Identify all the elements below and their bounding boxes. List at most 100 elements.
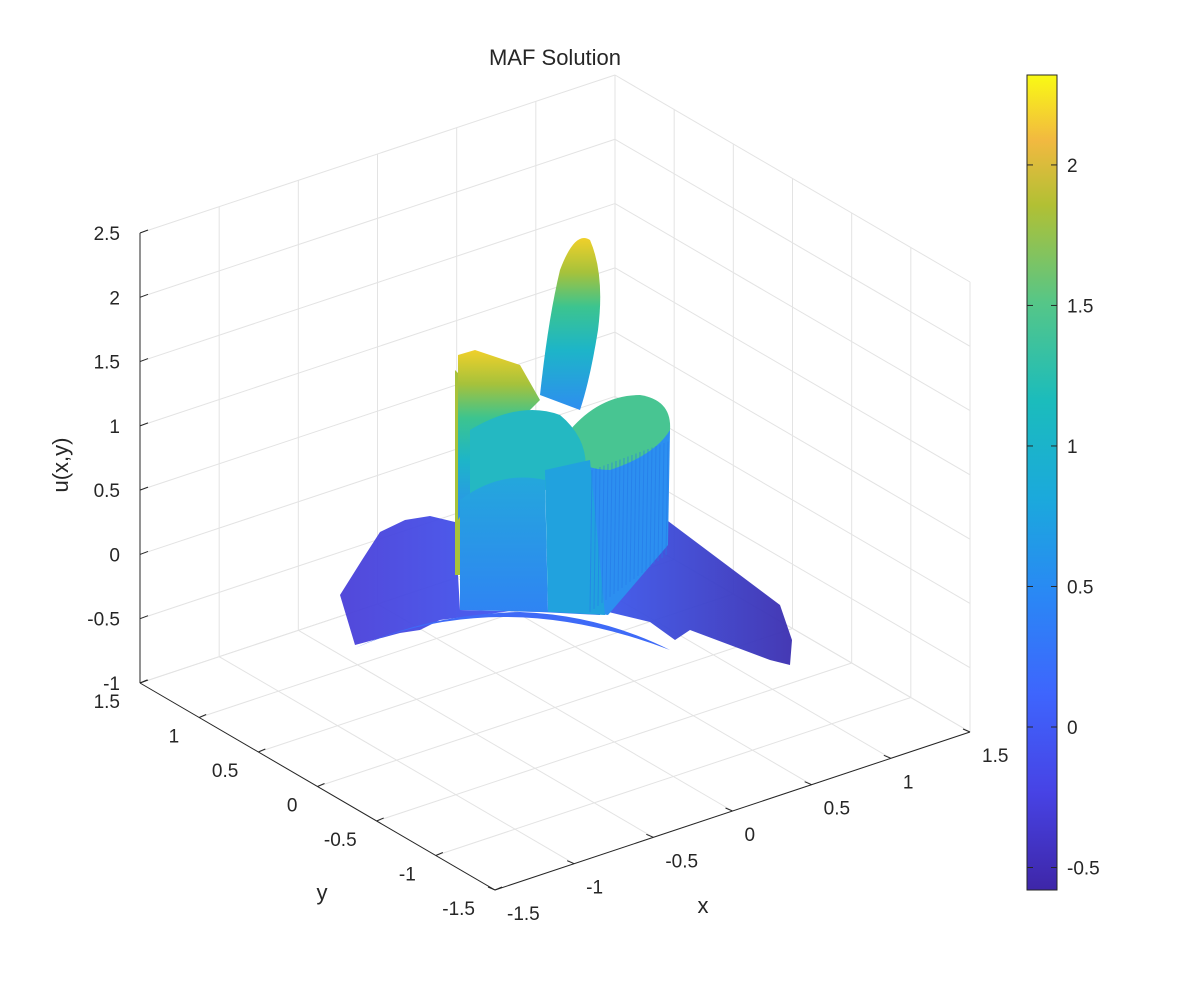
surface-mesh-line [633, 453, 637, 580]
y-tick-mark [139, 679, 148, 684]
surface-base-arms [340, 470, 792, 665]
surface-petal-right [570, 395, 671, 470]
z-tick-mark [139, 422, 149, 427]
x-tick-label: -1 [586, 878, 603, 899]
z-tick-mark [139, 229, 149, 234]
colorbar-tick-label: 2 [1067, 156, 1078, 177]
x-tick-mark [883, 754, 892, 759]
surface-mesh-line [601, 465, 605, 604]
z-tick-label: 0.5 [94, 481, 120, 502]
y-tick-mark [494, 886, 503, 891]
y-tick-label: 0 [287, 796, 298, 817]
x-tick-label: 1 [903, 772, 914, 793]
y-tick-label: -1.5 [442, 899, 475, 920]
z-tick-label: -0.5 [87, 610, 120, 631]
y-tick-mark [376, 817, 384, 822]
y-tick-label: 1 [169, 727, 180, 748]
y-tick-label: -1 [399, 865, 416, 886]
surface-plot [340, 238, 792, 665]
grid-line [139, 331, 616, 491]
y-tick-mark [435, 852, 444, 856]
grid-line [317, 628, 793, 787]
x-axis-label: x [698, 893, 709, 918]
x-tick-mark [566, 860, 575, 865]
z-tick-label: 0 [109, 545, 120, 566]
surface-mesh-line [617, 459, 621, 592]
grid-line [614, 331, 971, 540]
surface-mesh-line [661, 442, 665, 559]
grid-line [376, 662, 852, 822]
grid-line [139, 267, 616, 427]
colorbar: -0.5 0 0.5 1 1.5 2 [1026, 74, 1100, 891]
y-tick-mark [198, 714, 207, 718]
surface-mesh-line [593, 468, 597, 610]
y-tick-label: 1.5 [94, 692, 120, 713]
grid-line [614, 395, 971, 604]
z-tick-mark [139, 550, 149, 555]
x-tick-label: 1.5 [982, 746, 1008, 767]
z-axis-label: u(x,y) [48, 438, 73, 493]
colorbar-tick-label: 0.5 [1067, 577, 1093, 598]
x-tick-mark [962, 728, 971, 733]
colorbar-tick-label: -0.5 [1067, 859, 1100, 880]
surface-mesh-line [641, 450, 645, 574]
grid-line [614, 74, 971, 283]
grid-line [435, 697, 911, 856]
z-tick-label: 2.5 [94, 224, 120, 245]
z-tick-label: 2 [109, 288, 120, 309]
colorbar-tick-label: 0 [1067, 718, 1078, 739]
surface-mid-sheet [545, 460, 605, 615]
grid-line [614, 460, 971, 669]
surface-mesh-line [605, 463, 609, 601]
x-tick-label: -1.5 [507, 904, 540, 925]
x-tick-label: 0 [745, 825, 756, 846]
surface-mesh-line [613, 460, 617, 595]
colorbar-tick-label: 1 [1067, 437, 1078, 458]
surface-mesh-line [589, 469, 593, 613]
chart-title: MAF Solution [489, 45, 621, 70]
grid-line [139, 203, 616, 363]
y-tick-mark [317, 783, 325, 787]
surface-mesh-line [653, 445, 657, 565]
surface-front-arc [355, 612, 670, 650]
z-tick-label: -1 [103, 674, 120, 695]
x-tick-mark [646, 833, 654, 838]
surface-mesh-line [629, 454, 633, 583]
surface-front-sheet [460, 477, 548, 612]
x-tick-mark [804, 781, 812, 786]
y-tick-label: 0.5 [212, 761, 238, 782]
z-tick-mark [139, 293, 149, 298]
surface-mesh-line [621, 457, 625, 589]
surface-mesh-line [597, 466, 601, 607]
surface-mesh-line [625, 456, 629, 586]
surface-mesh-line [609, 462, 613, 598]
grid-line [139, 138, 616, 298]
z-tick-mark [139, 358, 149, 363]
z-axis-ticks: -1 -0.5 0 0.5 1 1.5 2 2.5 [87, 224, 149, 695]
y-axis-label: y [317, 880, 328, 905]
grid-line [139, 74, 616, 234]
y-axis-ticks: -1.5 -1 -0.5 0 0.5 1 1.5 [94, 679, 503, 920]
surface-mesh-line [657, 444, 661, 562]
x-tick-label: -0.5 [665, 851, 698, 872]
colorbar-gradient [1026, 74, 1058, 891]
x-tick-mark [487, 886, 496, 891]
z-tick-label: 1 [109, 417, 120, 438]
surface-petal-top [540, 238, 601, 410]
z-tick-label: 1.5 [94, 353, 120, 374]
x-tick-label: 0.5 [824, 799, 850, 820]
surface-mesh-line [649, 447, 653, 568]
grid-line [614, 138, 971, 347]
surface-mesh-line [665, 441, 669, 556]
y-tick-label: -0.5 [324, 830, 357, 851]
z-tick-mark [139, 486, 149, 491]
y-tick-mark [258, 748, 266, 753]
surface-mesh-line [645, 448, 649, 571]
colorbar-tick-label: 1.5 [1067, 296, 1093, 317]
x-axis-ticks: -1.5 -1 -0.5 0 0.5 1 1.5 [487, 728, 1008, 925]
x-tick-mark [725, 807, 733, 812]
grid-line [614, 267, 971, 476]
grid-line [614, 203, 971, 412]
z-tick-mark [139, 615, 149, 620]
